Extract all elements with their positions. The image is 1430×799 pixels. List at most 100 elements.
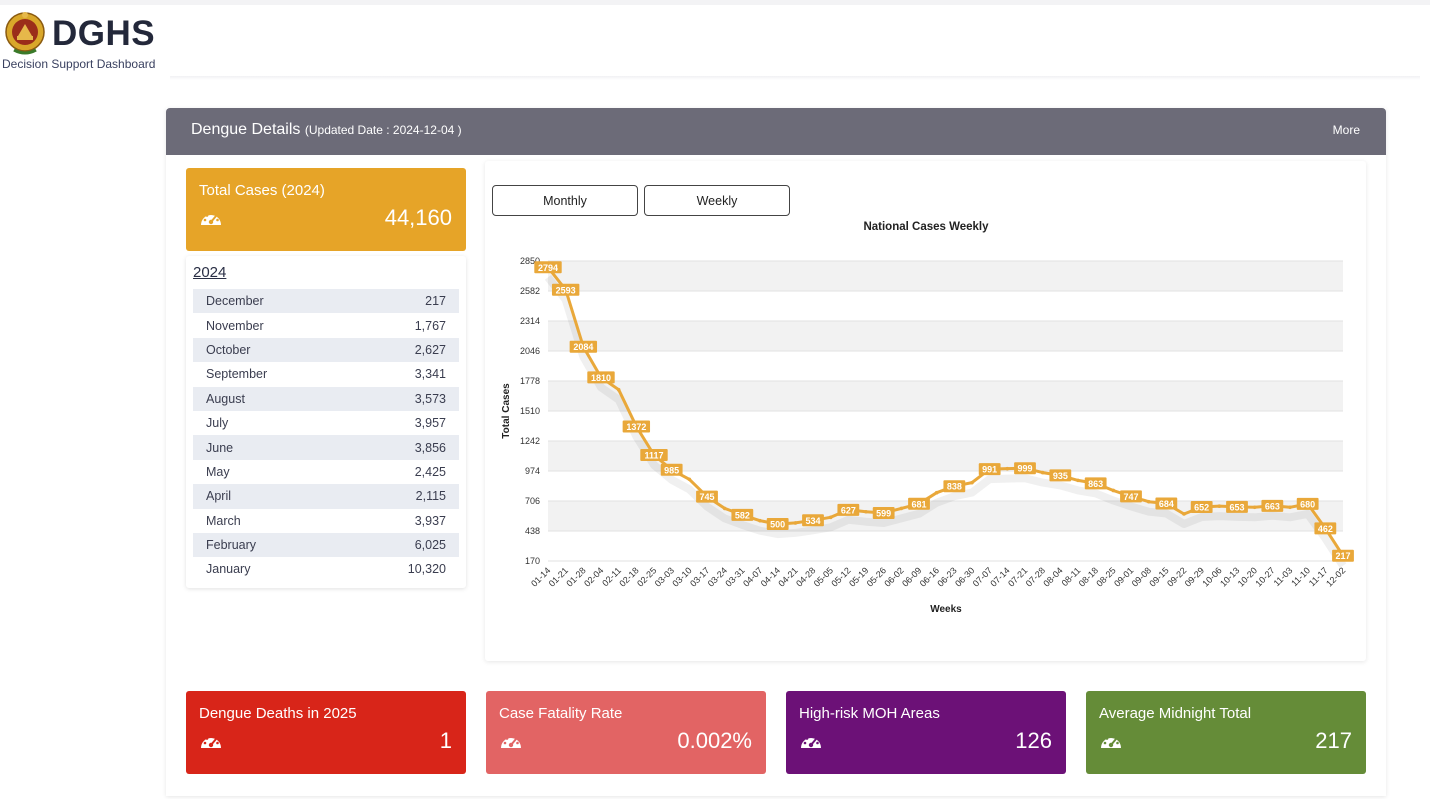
total-cases-label: Total Cases (2024): [199, 182, 325, 199]
total-cases-value: 44,160: [385, 205, 452, 231]
high-risk-moh-value: 126: [1015, 728, 1052, 754]
data-label: 935: [1053, 471, 1068, 481]
case-fatality-label: Case Fatality Rate: [499, 705, 622, 722]
monthly-table: December 217 November 1,767 October 2,627 S…: [193, 289, 459, 582]
updated-date: (Updated Date : 2024-12-04 ): [305, 123, 462, 137]
data-label: 1810: [591, 373, 611, 383]
x-tick-label: 10-27: [1253, 565, 1276, 588]
y-tick-label: 170: [525, 556, 540, 566]
x-tick-label: 11-03: [1272, 565, 1295, 588]
table-row: December 217: [193, 289, 459, 313]
data-label: 863: [1088, 479, 1103, 489]
data-label: 684: [1159, 499, 1174, 509]
table-row: January 10,320: [193, 557, 459, 581]
data-label: 663: [1265, 501, 1280, 511]
x-tick-label: 12-02: [1324, 565, 1347, 588]
average-midnight-label: Average Midnight Total: [1099, 705, 1251, 722]
month-name: March: [193, 509, 346, 533]
data-point: [1076, 479, 1080, 483]
month-name: October: [193, 338, 346, 362]
month-name: July: [193, 411, 346, 435]
dengue-deaths-label: Dengue Deaths in 2025: [199, 705, 357, 722]
y-tick-label: 706: [525, 496, 540, 506]
grid-band: [548, 381, 1343, 411]
grid-band: [548, 261, 1343, 291]
y-tick-label: 974: [525, 466, 540, 476]
month-value: 1,767: [346, 313, 459, 337]
y-tick-label: 2046: [520, 346, 540, 356]
month-value: 217: [346, 289, 459, 313]
data-label: 2794: [538, 263, 558, 273]
table-row: April 2,115: [193, 484, 459, 508]
data-label: 652: [1194, 503, 1209, 513]
data-point: [1288, 505, 1292, 509]
y-tick-label: 2314: [520, 316, 540, 326]
data-label: 2593: [556, 285, 576, 295]
data-point: [758, 519, 762, 523]
data-label: 217: [1335, 551, 1350, 561]
dengue-deaths-card: Dengue Deaths in 2025 1: [186, 691, 466, 774]
brand-subtitle: Decision Support Dashboard: [2, 57, 155, 71]
month-name: September: [193, 362, 346, 386]
emblem-icon: [4, 10, 46, 56]
gauge-icon: [199, 208, 223, 228]
month-value: 2,627: [346, 338, 459, 362]
brand-header[interactable]: DGHS Decision Support Dashboard: [2, 8, 177, 74]
data-point: [1218, 504, 1222, 508]
month-name: August: [193, 387, 346, 411]
table-row: March 3,937: [193, 509, 459, 533]
month-value: 3,573: [346, 387, 459, 411]
month-name: November: [193, 313, 346, 337]
month-value: 10,320: [346, 557, 459, 581]
data-label: 500: [770, 520, 785, 530]
gauge-icon: [199, 731, 223, 751]
dengue-details-panel: Dengue Details (Updated Date : 2024-12-0…: [166, 108, 1386, 796]
monthly-breakdown-card: 2024 December 217 November 1,767 October 2,…: [186, 256, 466, 588]
data-label: 991: [982, 465, 997, 475]
table-row: July 3,957: [193, 411, 459, 435]
y-tick-label: 438: [525, 526, 540, 536]
month-name: May: [193, 460, 346, 484]
brand-title: DGHS: [52, 14, 155, 54]
gauge-icon: [1099, 731, 1123, 751]
month-value: 3,937: [346, 509, 459, 533]
dengue-deaths-value: 1: [440, 728, 452, 754]
month-value: 2,115: [346, 484, 459, 508]
gauge-icon: [799, 731, 823, 751]
data-point: [1253, 505, 1257, 509]
more-link[interactable]: More: [1333, 123, 1360, 137]
month-name: December: [193, 289, 346, 313]
panel-title-text: Dengue Details: [191, 121, 300, 138]
data-label: 582: [735, 510, 750, 520]
data-label: 653: [1229, 502, 1244, 512]
table-row: October 2,627: [193, 338, 459, 362]
data-point: [1112, 489, 1116, 493]
month-name: June: [193, 435, 346, 459]
data-point: [864, 510, 868, 514]
data-label: 534: [805, 516, 820, 526]
data-point: [1147, 500, 1151, 504]
data-point: [1006, 467, 1010, 471]
month-value: 3,957: [346, 411, 459, 435]
data-point: [723, 507, 727, 511]
high-risk-moh-label: High-risk MOH Areas: [799, 705, 940, 722]
year-link[interactable]: 2024: [193, 264, 226, 281]
data-label: 462: [1318, 524, 1333, 534]
case-fatality-value: 0.002%: [677, 728, 752, 754]
table-row: February 6,025: [193, 533, 459, 557]
panel-header: Dengue Details (Updated Date : 2024-12-0…: [166, 108, 1386, 155]
table-row: August 3,573: [193, 387, 459, 411]
total-cases-card: Total Cases (2024) 44,160: [186, 168, 466, 251]
weekly-cases-chart: 170 438 706 974 1242 1510 1778 2046 2314 2582 2850…: [485, 161, 1366, 661]
data-label: 745: [699, 492, 714, 502]
x-axis-title: Weeks: [930, 604, 962, 615]
grid-band: [548, 321, 1343, 351]
y-tick-label: 2582: [520, 286, 540, 296]
data-point: [1041, 471, 1045, 475]
month-value: 3,341: [346, 362, 459, 386]
data-label: 985: [664, 465, 679, 475]
month-name: January: [193, 557, 346, 581]
table-row: November 1,767: [193, 313, 459, 337]
month-value: 3,856: [346, 435, 459, 459]
data-label: 747: [1123, 492, 1138, 502]
